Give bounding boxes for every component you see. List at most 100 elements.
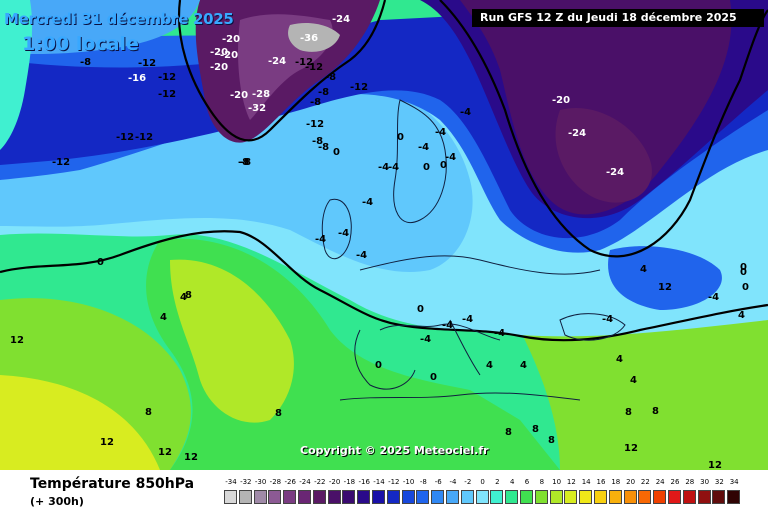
map-value-labels: -24 -20 -20 -20 -24 -28 -32 -36 -12 -8 -16 -12 -12 -1…	[10, 14, 749, 470]
minus20-isotherm-east	[439, 0, 768, 258]
map-value-label: -24	[268, 56, 286, 67]
legend-color-swatch	[386, 490, 400, 504]
map-value-label: -36	[300, 33, 318, 44]
map-value-label: -24	[568, 128, 586, 139]
coastlines	[321, 99, 626, 401]
map-value-label: -12	[295, 57, 313, 68]
legend-tick-label: -14	[373, 478, 385, 486]
map-value-label: -8	[238, 157, 249, 168]
map-value-label: 0	[375, 360, 382, 371]
map-value-label: -4	[462, 314, 473, 325]
map-value-label: 8	[652, 406, 659, 417]
legend-color-swatch	[238, 490, 252, 504]
map-value-label: -32	[248, 103, 266, 114]
map-value-label: 8	[532, 424, 539, 435]
zero-isotherm-line	[0, 230, 768, 342]
map-value-label: -12	[52, 157, 70, 168]
map-value-label: 12	[708, 460, 722, 470]
minus20-isotherm-west	[178, 0, 387, 142]
map-value-label: -4	[420, 334, 431, 345]
map-value-label: -16	[128, 73, 146, 84]
map-value-label: -4	[442, 320, 453, 331]
map-value-label: -4	[362, 197, 373, 208]
map-value-label: -8	[312, 136, 323, 147]
field-darkpurple-russia	[555, 108, 652, 203]
map-value-label: -20	[230, 90, 248, 101]
legend-tick-label: 18	[611, 478, 621, 486]
legend-tick-label: 30	[700, 478, 710, 486]
map-value-label: 12	[184, 452, 198, 463]
legend-color-swatch	[342, 490, 356, 504]
field-green-east	[520, 300, 768, 470]
coast-british-isles	[321, 198, 352, 260]
legend-color-swatch	[224, 490, 237, 504]
field-grey-greenland	[288, 23, 340, 52]
map-value-label: 8	[185, 290, 192, 301]
map-value-label: -28	[252, 89, 270, 100]
legend-tick-label: 16	[596, 478, 606, 486]
map-value-label: -4	[418, 142, 429, 153]
map-value-label: -8	[310, 97, 321, 108]
map-value-label: -4	[435, 127, 446, 138]
map-value-label: -20	[210, 47, 228, 58]
legend-tick-label: 34	[729, 478, 739, 486]
field-blue-mideast	[608, 246, 722, 310]
legend-color-swatch	[490, 490, 504, 504]
legend-tick-label: -10	[402, 478, 415, 486]
legend-tick-label: 20	[626, 478, 636, 486]
legend-color-swatch	[520, 490, 533, 504]
map-value-label: -12	[116, 132, 134, 143]
legend-tick-label: -22	[314, 478, 326, 486]
legend-color-swatch	[697, 490, 711, 504]
map-value-label: 12	[624, 443, 638, 454]
map-value-label: 4	[180, 292, 187, 303]
legend-color-swatch	[327, 490, 341, 504]
map-value-label: -8	[240, 157, 251, 168]
legend-tick-label: -32	[240, 478, 252, 486]
legend-tick-label: -16	[358, 478, 370, 486]
map-value-label: -24	[332, 14, 350, 25]
map-value-label: 0	[740, 262, 747, 273]
legend-color-swatch	[401, 490, 415, 504]
legend-color-swatch	[298, 490, 311, 504]
map-value-label: -12	[158, 72, 176, 83]
legend-color-swatch	[712, 490, 726, 504]
model-run-label: Run GFS 12 Z du Jeudi 18 décembre 2025	[472, 9, 764, 27]
legend-tick-label: -2	[464, 478, 472, 486]
legend-color-swatch	[727, 490, 741, 504]
coast-scandinavia	[393, 99, 447, 223]
temperature-map: -24 -20 -20 -20 -24 -28 -32 -36 -12 -8 -16 -12 -12 -1…	[0, 0, 768, 470]
map-value-label: 0	[430, 372, 437, 383]
map-value-label: 12	[10, 335, 24, 346]
field-yellowgreen-center	[170, 259, 294, 423]
legend-color-swatch	[505, 490, 519, 504]
legend-color-swatch	[564, 490, 578, 504]
legend-color-swatch	[534, 490, 548, 504]
legend-color-swatch	[653, 490, 667, 504]
map-value-label: -4	[602, 314, 613, 325]
legend-color-swatch	[638, 490, 652, 504]
field-yellow-southwest	[0, 358, 160, 470]
legend-color-swatch	[460, 490, 474, 504]
legend-tick-label: -28	[269, 478, 282, 486]
map-value-label: -8	[318, 87, 329, 98]
legend-tick-label: 10	[552, 478, 562, 486]
legend-tick-label: -24	[299, 478, 311, 486]
legend-color-swatch	[268, 490, 282, 504]
map-value-label: -4	[445, 152, 456, 163]
map-value-label: 12	[100, 437, 114, 448]
map-value-label: -20	[222, 34, 240, 45]
map-value-label: 0	[417, 304, 424, 315]
legend-tick-label: -26	[284, 478, 296, 486]
map-value-label: -20	[210, 62, 228, 73]
legend-color-swatch	[446, 490, 459, 504]
map-value-label: -4	[494, 328, 505, 339]
map-value-label: 4	[630, 375, 637, 386]
map-value-label: 0	[742, 282, 749, 293]
legend-color-swatch	[549, 490, 563, 504]
field-purple-russia	[460, 0, 732, 215]
field-cyan-atlantic	[0, 87, 473, 272]
field-cyan-topleft	[0, 0, 200, 55]
legend-color-swatch	[253, 490, 267, 504]
coast-north-africa	[339, 392, 581, 401]
